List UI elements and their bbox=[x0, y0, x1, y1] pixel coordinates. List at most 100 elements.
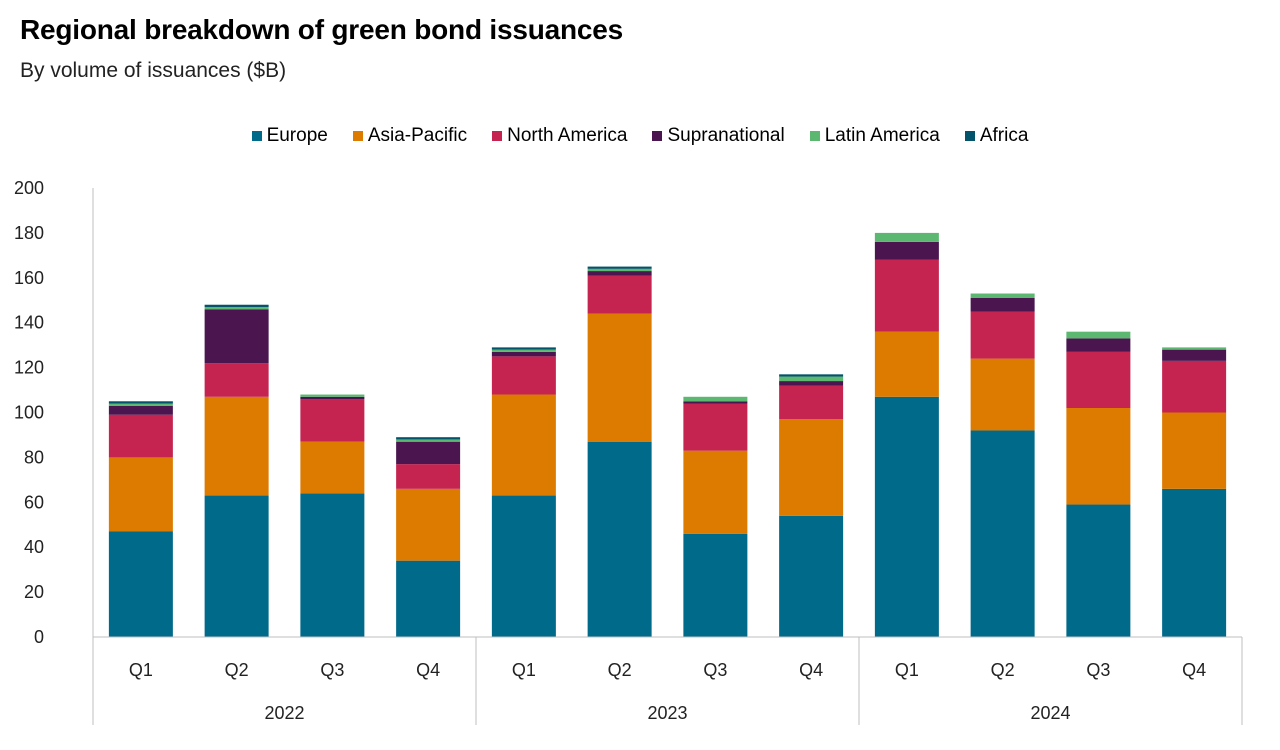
bar-latin-america bbox=[300, 394, 365, 397]
bar-asia-pacific bbox=[108, 457, 173, 532]
bar-supranational bbox=[970, 298, 1035, 312]
bar-north-america bbox=[300, 399, 365, 442]
y-tick-label: 20 bbox=[24, 582, 44, 602]
legend-item-asia-pacific: Asia-Pacific bbox=[352, 125, 468, 147]
y-tick-label: 200 bbox=[14, 178, 44, 198]
legend-item-europe: Europe bbox=[251, 125, 328, 147]
bar-supranational bbox=[396, 441, 461, 465]
bar-asia-pacific bbox=[1162, 412, 1227, 489]
chart-title: Regional breakdown of green bond issuanc… bbox=[20, 14, 624, 45]
legend-swatch bbox=[652, 131, 663, 141]
bar-supranational bbox=[874, 241, 939, 260]
group-label: 2023 bbox=[647, 703, 687, 723]
bar-supranational bbox=[683, 401, 748, 404]
x-tick-label: Q4 bbox=[1182, 660, 1206, 680]
bar-latin-america bbox=[587, 268, 652, 272]
bar-north-america bbox=[108, 414, 173, 458]
y-tick-label: 0 bbox=[34, 627, 44, 647]
bar-supranational bbox=[1066, 338, 1131, 352]
bar-supranational bbox=[300, 396, 365, 400]
legend-item-supranational: Supranational bbox=[652, 125, 785, 147]
y-tick-label: 160 bbox=[14, 268, 44, 288]
bar-asia-pacific bbox=[683, 450, 748, 534]
bar-europe bbox=[779, 515, 844, 637]
bar-latin-america bbox=[779, 376, 844, 382]
x-tick-label: Q4 bbox=[799, 660, 823, 680]
legend-swatch bbox=[964, 131, 975, 141]
x-tick-label: Q1 bbox=[512, 660, 536, 680]
bar-europe bbox=[396, 560, 461, 637]
legend-label: Asia-Pacific bbox=[367, 125, 468, 146]
bar-supranational bbox=[1162, 349, 1227, 361]
bar-supranational bbox=[779, 381, 844, 386]
chart-subtitle: By volume of issuances ($B) bbox=[20, 59, 287, 82]
bar-north-america bbox=[1066, 351, 1131, 409]
bar-africa bbox=[204, 304, 269, 307]
bar-africa bbox=[108, 401, 173, 404]
group-label: 2024 bbox=[1030, 703, 1070, 723]
y-tick-label: 120 bbox=[14, 358, 44, 378]
bar-asia-pacific bbox=[396, 488, 461, 561]
y-tick-label: 60 bbox=[24, 492, 44, 512]
bar-europe bbox=[1066, 504, 1131, 637]
y-tick-label: 180 bbox=[14, 223, 44, 243]
bar-supranational bbox=[587, 271, 652, 276]
y-tick-label: 100 bbox=[14, 403, 44, 423]
bar-asia-pacific bbox=[779, 419, 844, 516]
legend-swatch bbox=[809, 131, 820, 141]
bar-asia-pacific bbox=[300, 441, 365, 494]
bar-supranational bbox=[491, 351, 556, 357]
bar-europe bbox=[204, 495, 269, 637]
legend-swatch bbox=[492, 131, 503, 141]
bar-asia-pacific bbox=[587, 313, 652, 442]
y-tick-label: 140 bbox=[14, 313, 44, 333]
bar-europe bbox=[1162, 488, 1227, 637]
legend-item-africa: Africa bbox=[964, 125, 1029, 147]
bar-north-america bbox=[779, 385, 844, 420]
x-tick-label: Q2 bbox=[225, 660, 249, 680]
bar-supranational bbox=[108, 405, 173, 415]
bar-supranational bbox=[204, 309, 269, 364]
x-tick-label: Q2 bbox=[608, 660, 632, 680]
legend-label: Africa bbox=[979, 125, 1029, 146]
bar-europe bbox=[300, 493, 365, 637]
bar-north-america bbox=[491, 356, 556, 395]
bar-africa bbox=[779, 374, 844, 377]
legend-swatch bbox=[251, 131, 262, 141]
legend-item-north-america: North America bbox=[492, 125, 627, 147]
bar-latin-america bbox=[1162, 347, 1227, 350]
x-tick-label: Q1 bbox=[129, 660, 153, 680]
y-tick-label: 80 bbox=[24, 447, 44, 467]
bar-north-america bbox=[1162, 360, 1227, 413]
bar-north-america bbox=[204, 363, 269, 397]
bar-africa bbox=[587, 266, 652, 269]
legend-label: Latin America bbox=[824, 125, 940, 146]
bar-europe bbox=[683, 533, 748, 637]
legend-label: Supranational bbox=[667, 125, 785, 146]
bar-north-america bbox=[683, 403, 748, 451]
bar-africa bbox=[491, 347, 556, 350]
bar-latin-america bbox=[491, 349, 556, 352]
bar-africa bbox=[396, 437, 461, 440]
bar-latin-america bbox=[108, 403, 173, 406]
group-label: 2022 bbox=[264, 703, 304, 723]
x-tick-label: Q1 bbox=[895, 660, 919, 680]
bar-asia-pacific bbox=[491, 394, 556, 496]
bar-asia-pacific bbox=[970, 358, 1035, 431]
x-tick-label: Q3 bbox=[703, 660, 727, 680]
y-tick-label: 40 bbox=[24, 537, 44, 557]
bar-latin-america bbox=[970, 293, 1035, 299]
bar-north-america bbox=[396, 464, 461, 489]
bar-latin-america bbox=[683, 396, 748, 402]
bar-europe bbox=[874, 396, 939, 637]
bar-north-america bbox=[874, 259, 939, 332]
x-tick-label: Q2 bbox=[991, 660, 1015, 680]
x-tick-label: Q3 bbox=[320, 660, 344, 680]
legend-label: Europe bbox=[266, 125, 328, 146]
legend-item-latin-america: Latin America bbox=[809, 125, 940, 147]
bar-north-america bbox=[970, 311, 1035, 359]
legend: Europe Asia-Pacific North America Supranati… bbox=[0, 125, 1280, 147]
bar-europe bbox=[970, 430, 1035, 637]
bar-latin-america bbox=[396, 439, 461, 442]
